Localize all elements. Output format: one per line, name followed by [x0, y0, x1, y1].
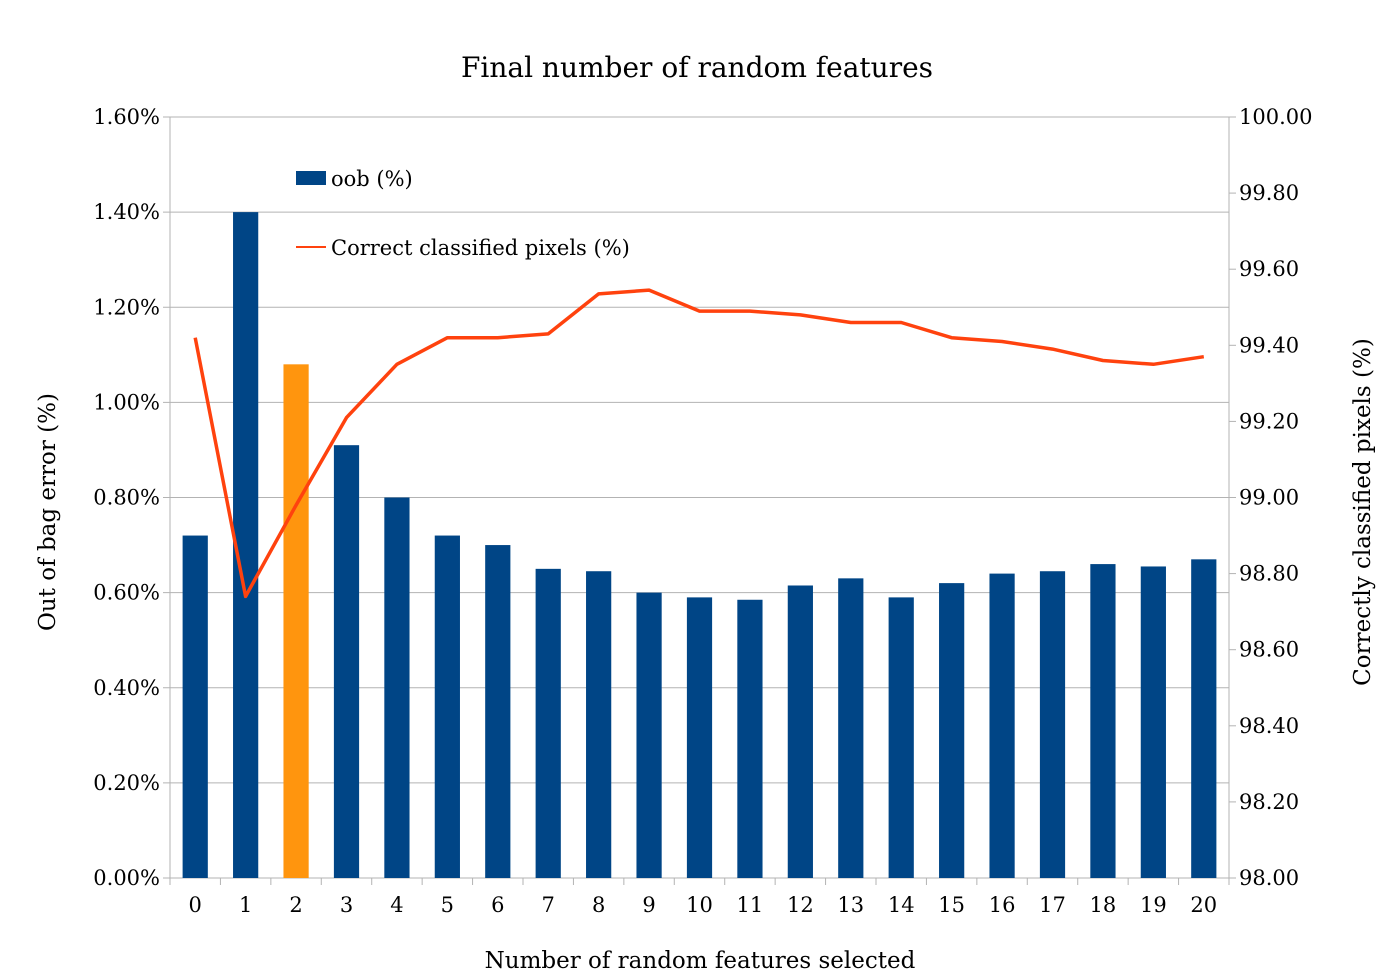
bar-oob-17: [1039, 571, 1066, 878]
legend-swatch-oob: [296, 171, 326, 185]
y2-tick-label: 100.00: [1239, 105, 1312, 129]
y-tick-label: 0.00%: [93, 866, 160, 890]
y-tick-label: 1.60%: [93, 105, 160, 129]
y-tick-label: 0.80%: [93, 486, 160, 510]
x-tick-label: 1: [239, 893, 252, 917]
bar-oob-9: [636, 592, 662, 878]
x-tick-label: 19: [1140, 893, 1167, 917]
bar-oob-16: [989, 573, 1015, 878]
x-tick-label: 7: [542, 893, 555, 917]
x-axis-label: Number of random features selected: [485, 948, 916, 974]
x-tick-label: 6: [491, 893, 504, 917]
y2-tick-label: 99.60: [1239, 257, 1299, 281]
legend-label-oob: oob (%): [331, 167, 413, 191]
legend-label-correct: Correct classified pixels (%): [331, 236, 630, 260]
y-tick-label: 1.20%: [93, 295, 160, 319]
y2-tick-label: 98.00: [1239, 866, 1299, 890]
right-axis-ticks: 98.00 98.20 98.40 98.60 98.80 99.00 99.20 99.40…: [1229, 105, 1312, 890]
x-tick-label: 3: [340, 893, 353, 917]
bar-oob-6: [485, 545, 511, 878]
bar-series: [182, 212, 1217, 878]
y-tick-label: 0.20%: [93, 771, 160, 795]
bar-oob-0: [182, 535, 208, 878]
bar-oob-10: [686, 597, 713, 878]
y2-tick-label: 99.80: [1239, 181, 1299, 205]
y-tick-label: 1.00%: [93, 390, 160, 414]
left-axis-ticks: 0.00% 0.20% 0.40% 0.60% 0.80% 1.00% 1.20% 1.40%…: [93, 105, 170, 890]
y2-tick-label: 98.60: [1239, 638, 1299, 662]
line-correct-classified: [193, 288, 1205, 599]
x-tick-label: 17: [1039, 893, 1066, 917]
bar-oob-20: [1191, 559, 1217, 878]
x-tick-label: 9: [642, 893, 655, 917]
x-tick-label: 8: [592, 893, 605, 917]
x-tick-label: 4: [390, 893, 403, 917]
x-tick-label: 14: [888, 893, 915, 917]
x-tick-label: 10: [686, 893, 713, 917]
bar-oob-11: [737, 599, 763, 878]
y2-tick-label: 98.80: [1239, 562, 1299, 586]
y2-tick-label: 98.40: [1239, 714, 1299, 738]
bar-oob-8: [586, 571, 612, 878]
line-series: [193, 288, 1205, 599]
x-tick-label: 2: [289, 893, 302, 917]
bar-oob-14: [888, 597, 914, 878]
bar-oob-13: [838, 578, 864, 878]
y-tick-label: 1.40%: [93, 200, 160, 224]
bar-oob-4: [384, 497, 410, 878]
y2-tick-label: 99.40: [1239, 333, 1299, 357]
x-tick-label: 12: [787, 893, 814, 917]
legend: oob (%) Correct classified pixels (%): [296, 167, 630, 260]
x-tick-label: 15: [938, 893, 965, 917]
y-tick-label: 0.60%: [93, 581, 160, 605]
x-tick-label: 20: [1190, 893, 1217, 917]
y2-tick-label: 99.00: [1239, 486, 1299, 510]
x-tick-label: 13: [837, 893, 864, 917]
y-tick-label: 0.40%: [93, 676, 160, 700]
bar-oob-18: [1090, 564, 1116, 878]
bar-oob-2: [283, 364, 309, 878]
x-tick-label: 11: [737, 893, 764, 917]
y2-axis-label: Correctly classified pixels (%): [1350, 338, 1376, 686]
y2-tick-label: 98.20: [1239, 790, 1299, 814]
x-tick-label: 5: [441, 893, 454, 917]
chart-title: Final number of random features: [461, 51, 933, 84]
x-tick-label: 18: [1090, 893, 1117, 917]
bar-oob-15: [939, 583, 965, 878]
bar-oob-12: [787, 585, 813, 878]
bar-oob-3: [333, 445, 360, 878]
x-tick-label: 16: [989, 893, 1016, 917]
y2-tick-label: 99.20: [1239, 409, 1299, 433]
bar-oob-7: [535, 568, 561, 878]
x-axis-ticks: 0 1 2 3 4 5 6 7 8 9 10 11 12 13 14 15 16 17 18 19 20: [169, 878, 1230, 917]
bar-oob-5: [434, 535, 460, 878]
bar-oob-19: [1140, 566, 1166, 878]
x-tick-label: 0: [189, 893, 202, 917]
y-axis-label: Out of bag error (%): [35, 393, 61, 631]
